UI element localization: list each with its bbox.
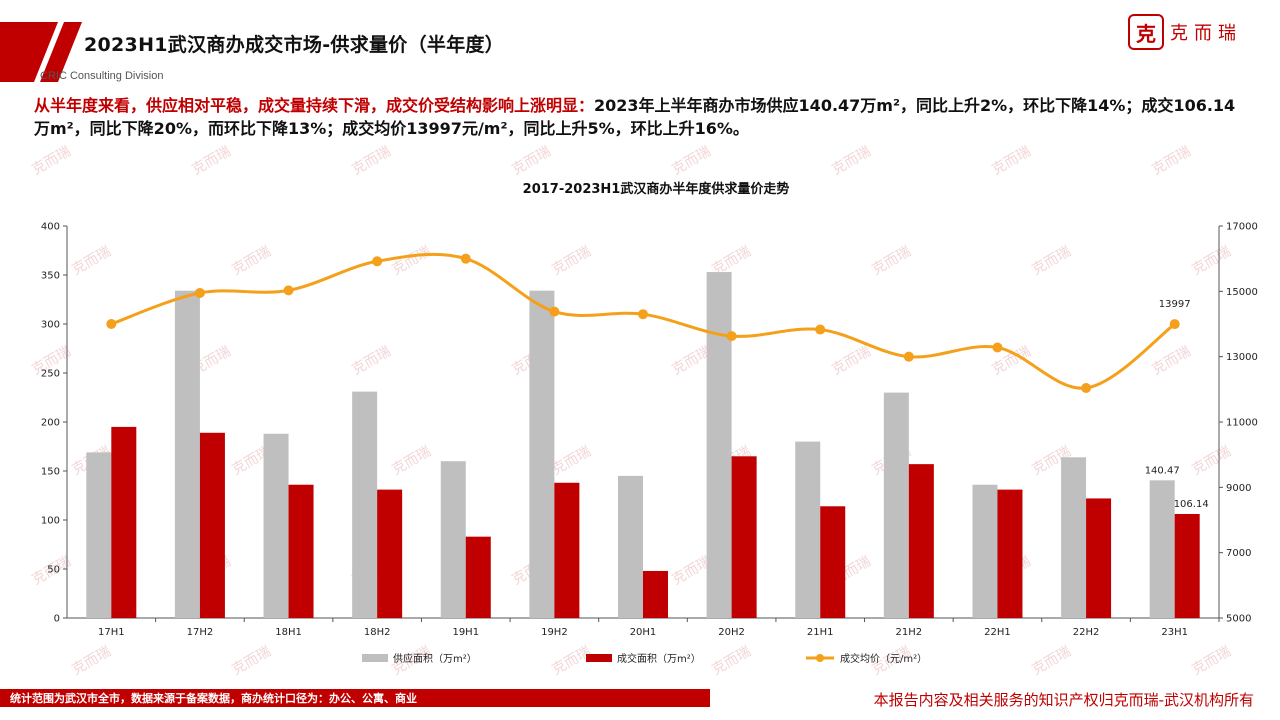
deal-bar	[288, 484, 314, 618]
x-tick-label: 20H2	[718, 627, 745, 638]
price-point	[726, 331, 737, 342]
deal-bar	[111, 426, 137, 618]
x-tick-label: 17H2	[187, 627, 214, 638]
legend-price-label: 成交均价（元/m²）	[840, 652, 927, 665]
x-tick-label: 17H1	[98, 627, 125, 638]
deal-bar	[554, 482, 580, 618]
deal-data-label: 106.14	[1174, 499, 1209, 510]
price-point	[903, 351, 914, 362]
x-tick-label: 21H2	[896, 627, 923, 638]
legend-deal-swatch	[586, 654, 612, 662]
footer-copyright: 本报告内容及相关服务的知识产权归克而瑞-武汉机构所有	[873, 691, 1254, 709]
legend-price-marker	[816, 654, 824, 662]
deal-bar	[199, 432, 225, 618]
y-right-tick-label: 15000	[1226, 287, 1258, 298]
division-label: CRIC Consulting Division	[40, 70, 164, 82]
summary-highlight: 从半年度来看，供应相对平稳，成交量持续下滑，成交价受结构影响上涨明显：	[34, 96, 595, 115]
x-tick-label: 18H1	[275, 627, 302, 638]
x-tick-label: 21H1	[807, 627, 834, 638]
y-right-tick-label: 7000	[1226, 548, 1251, 559]
x-tick-label: 20H1	[630, 627, 657, 638]
x-tick-label: 22H1	[984, 627, 1011, 638]
supply-bar	[795, 441, 821, 618]
summary-paragraph: 从半年度来看，供应相对平稳，成交量持续下滑，成交价受结构影响上涨明显：2023年…	[34, 94, 1249, 140]
price-point	[460, 253, 471, 264]
deal-bar	[377, 489, 403, 618]
deal-bar	[731, 456, 757, 618]
supply-bar	[86, 452, 112, 618]
price-point	[194, 287, 205, 298]
supply-bar	[1149, 480, 1175, 618]
deal-bar	[820, 506, 846, 618]
supply-bar	[706, 272, 732, 618]
supply-data-label: 140.47	[1145, 465, 1180, 476]
deal-bar	[643, 570, 668, 618]
supply-bar	[883, 392, 909, 618]
y-left-tick-label: 250	[41, 369, 60, 380]
supply-bar	[263, 433, 289, 618]
page-title: 2023H1武汉商办成交市场-供求量价（半年度）	[84, 34, 505, 56]
price-point	[549, 306, 560, 317]
price-point	[106, 319, 117, 329]
y-left-tick-label: 200	[41, 418, 60, 429]
legend-supply-label: 供应面积（万m²）	[393, 652, 477, 665]
price-point	[372, 256, 383, 267]
x-tick-label: 19H2	[541, 627, 568, 638]
footer-scope-note: 统计范围为武汉市全市，数据来源于备案数据，商办统计口径为：办公、公寓、商业	[10, 692, 417, 705]
y-right-tick-label: 17000	[1226, 222, 1258, 233]
supply-bar	[440, 461, 466, 618]
x-tick-label: 23H1	[1161, 627, 1188, 638]
header-accent-band	[0, 22, 82, 82]
logo-seal-icon: 克	[1128, 14, 1164, 50]
summary-body: 2023年上半年商办市场供应140.47万m²，同比上升2%，环比下降14%；成…	[34, 96, 1236, 138]
y-left-tick-label: 300	[41, 320, 60, 331]
deal-bar	[465, 536, 491, 618]
deal-bar	[1174, 513, 1200, 618]
deal-bar	[908, 464, 934, 618]
y-right-tick-label: 13000	[1226, 352, 1258, 363]
price-line	[110, 252, 1176, 390]
y-right-tick-label: 11000	[1226, 418, 1258, 429]
supply-bar	[174, 290, 200, 618]
price-point	[815, 324, 826, 335]
price-point	[638, 309, 648, 320]
legend-deal-label: 成交面积（万m²）	[617, 652, 701, 665]
footer-note-bar	[0, 689, 710, 707]
price-point	[1081, 383, 1092, 394]
y-left-tick-label: 150	[41, 467, 60, 478]
chart-title: 2017-2023H1武汉商办半年度供求量价走势	[523, 181, 790, 197]
y-right-tick-label: 9000	[1226, 483, 1251, 494]
price-data-label: 13997	[1159, 299, 1191, 310]
legend-supply-swatch	[362, 654, 388, 662]
supply-demand-price-chart: 2017-2023H1武汉商办半年度供求量价走势 0 50 100 150 200 250 3…	[41, 181, 1258, 665]
deal-bar	[1086, 498, 1112, 618]
y-right-tick-label: 5000	[1226, 614, 1251, 625]
y-left-tick-label: 350	[41, 271, 60, 282]
price-point	[283, 285, 294, 296]
supply-bar	[529, 290, 555, 618]
footer: 统计范围为武汉市全市，数据来源于备案数据，商办统计口径为：办公、公寓、商业 本报…	[0, 689, 1280, 720]
y-left-tick-label: 400	[41, 222, 60, 233]
x-tick-label: 19H1	[452, 627, 479, 638]
x-tick-label: 18H2	[364, 627, 391, 638]
price-point	[992, 342, 1003, 353]
supply-bar	[1061, 457, 1087, 618]
x-tick-label: 22H2	[1073, 627, 1100, 638]
price-point	[1169, 319, 1180, 330]
supply-bar	[972, 484, 998, 618]
deal-bar	[997, 489, 1023, 618]
brand-logo: 克 克而瑞	[1128, 14, 1242, 50]
y-left-tick-label: 50	[47, 565, 60, 576]
supply-bar	[352, 391, 378, 618]
y-left-tick-label: 0	[54, 614, 60, 625]
logo-text: 克而瑞	[1170, 23, 1242, 44]
supply-bar	[618, 475, 643, 618]
y-left-tick-label: 100	[41, 516, 60, 527]
